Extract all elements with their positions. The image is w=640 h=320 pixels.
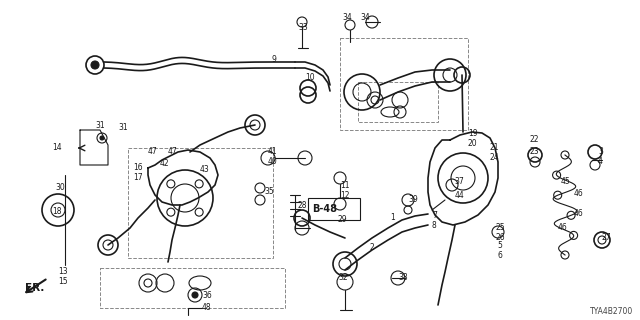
Text: 19: 19 <box>468 129 477 138</box>
Text: FR.: FR. <box>25 283 44 293</box>
Text: 9: 9 <box>272 55 277 65</box>
Text: 20: 20 <box>468 139 477 148</box>
Text: 29: 29 <box>338 215 348 225</box>
Text: B-48: B-48 <box>312 204 337 214</box>
Text: 31: 31 <box>118 124 127 132</box>
Text: 12: 12 <box>340 190 349 199</box>
Text: 42: 42 <box>160 158 170 167</box>
Text: 46: 46 <box>574 210 584 219</box>
Text: 24: 24 <box>490 154 500 163</box>
Text: 8: 8 <box>432 220 436 229</box>
Circle shape <box>192 292 198 298</box>
Text: 28: 28 <box>298 201 307 210</box>
Text: 21: 21 <box>490 143 499 153</box>
Text: 2: 2 <box>370 244 375 252</box>
Text: 44: 44 <box>455 191 465 201</box>
Text: 33: 33 <box>298 23 308 33</box>
Text: 39: 39 <box>408 196 418 204</box>
Text: 14: 14 <box>52 143 61 153</box>
Text: 15: 15 <box>58 277 68 286</box>
Text: 10: 10 <box>305 74 315 83</box>
Text: 6: 6 <box>497 251 502 260</box>
Text: 1: 1 <box>390 213 395 222</box>
Text: 22: 22 <box>530 135 540 145</box>
Text: 32: 32 <box>338 274 348 283</box>
Text: 47: 47 <box>168 148 178 156</box>
Text: 34: 34 <box>342 13 352 22</box>
Text: 38: 38 <box>398 274 408 283</box>
Text: 25: 25 <box>496 223 506 233</box>
Bar <box>340 38 468 130</box>
Text: 11: 11 <box>340 180 349 189</box>
Text: 37: 37 <box>454 178 464 187</box>
Text: 3: 3 <box>598 148 603 156</box>
Bar <box>100 268 285 308</box>
Text: 13: 13 <box>58 268 68 276</box>
Text: 16: 16 <box>133 164 143 172</box>
Bar <box>128 148 273 258</box>
Text: 26: 26 <box>496 234 506 243</box>
Bar <box>358 82 438 122</box>
Text: 48: 48 <box>202 303 212 313</box>
Text: 35: 35 <box>264 188 274 196</box>
Text: 45: 45 <box>561 178 571 187</box>
Text: 46: 46 <box>558 223 568 233</box>
Text: 30: 30 <box>55 183 65 193</box>
Text: 23: 23 <box>530 148 540 156</box>
Text: 36: 36 <box>202 291 212 300</box>
Text: 7: 7 <box>432 211 437 220</box>
Circle shape <box>91 61 99 69</box>
Text: 34: 34 <box>360 13 370 22</box>
Circle shape <box>100 136 104 140</box>
Text: 43: 43 <box>200 165 210 174</box>
Text: 47: 47 <box>148 148 157 156</box>
Text: 41: 41 <box>268 148 278 156</box>
Text: 5: 5 <box>497 241 502 250</box>
Text: 18: 18 <box>52 207 61 217</box>
Text: 4: 4 <box>598 157 603 166</box>
Text: 40: 40 <box>268 157 278 166</box>
Text: 31: 31 <box>95 121 104 130</box>
Text: TYA4B2700: TYA4B2700 <box>590 308 633 316</box>
Text: 17: 17 <box>133 173 143 182</box>
Bar <box>308 198 360 220</box>
Text: 27: 27 <box>601 234 611 243</box>
Text: 46: 46 <box>574 189 584 198</box>
